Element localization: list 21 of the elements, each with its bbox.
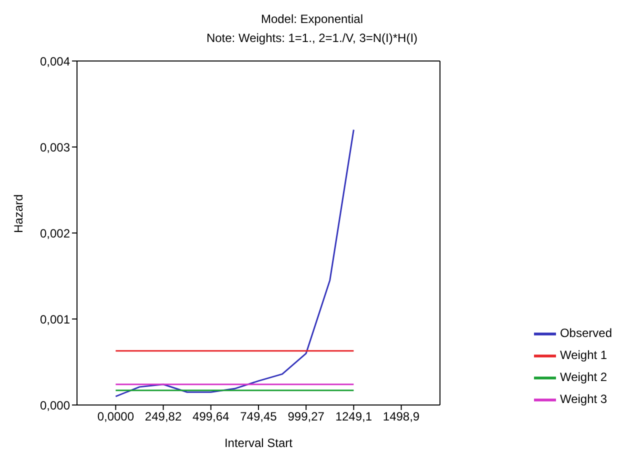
x-tick-label: 249,82 [144, 410, 182, 424]
y-tick-label: 0,004 [40, 54, 70, 68]
x-tick-label: 1249,1 [335, 410, 372, 424]
x-tick-label: 749,45 [240, 410, 278, 424]
legend-label: Weight 1 [560, 348, 608, 362]
y-axis-title: Hazard [11, 194, 26, 233]
legend-label: Observed [560, 326, 612, 340]
line-series [114, 129, 354, 398]
y-tick-label: 0,001 [40, 312, 70, 326]
x-tick-label: 499,64 [192, 410, 230, 424]
chart-subtitle: Note: Weights: 1=1., 2=1./V, 3=N(I)*H(I) [205, 31, 419, 45]
y-tick-label: 0,000 [40, 398, 70, 412]
y-tick-label: 0,003 [40, 140, 70, 154]
x-tick-label: 999,27 [288, 410, 325, 424]
legend-label: Weight 3 [560, 392, 608, 406]
chart-title: Model: Exponential [260, 12, 364, 26]
y-tick-label: 0,002 [40, 226, 70, 240]
x-axis-title: Interval Start [224, 436, 294, 449]
x-tick-label: 0,0000 [97, 410, 134, 424]
legend-label: Weight 2 [560, 370, 608, 384]
x-tick-label: 1498,9 [382, 410, 420, 424]
